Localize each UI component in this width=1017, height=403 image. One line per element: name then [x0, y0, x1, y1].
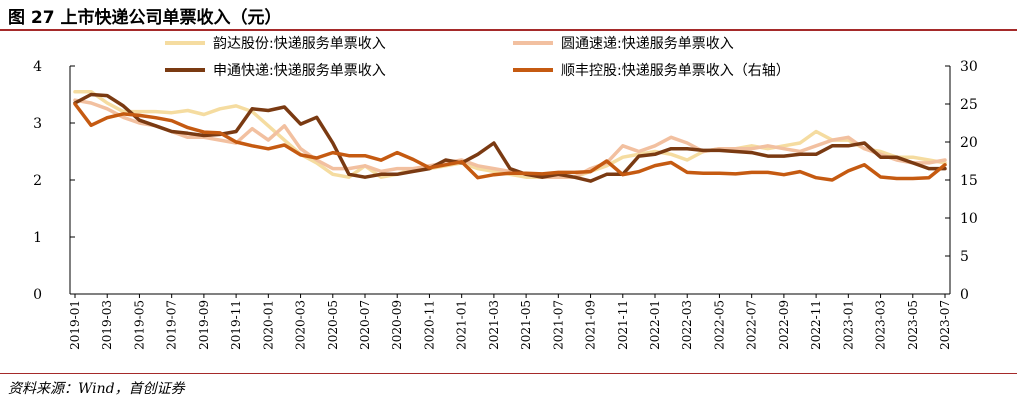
- series-line-1: [73, 98, 947, 179]
- x-tick-label: 2021-03: [487, 300, 501, 350]
- right-tick-label: 0: [960, 287, 969, 303]
- left-tick-label: 3: [33, 116, 42, 132]
- x-tick-label: 2021-07: [551, 300, 565, 350]
- x-tick-label: 2023-05: [906, 300, 920, 350]
- x-tick-label: 2019-11: [229, 300, 243, 350]
- title-rule: [0, 29, 1017, 31]
- right-tick-label: 15: [960, 173, 978, 189]
- x-tick-label: 2019-07: [165, 300, 179, 350]
- left-tick-label: 0: [33, 287, 42, 303]
- x-tick-label: 2019-05: [132, 300, 146, 350]
- x-axis-ticks: 2019-01 2019-03 2019-05 2019-07 2019-09 2019-…: [68, 294, 952, 350]
- x-tick-label: 2023-03: [874, 300, 888, 350]
- source-note: 资料来源：Wind，首创证券: [8, 381, 185, 397]
- x-tick-label: 2021-01: [455, 300, 469, 350]
- right-tick-label: 30: [960, 59, 978, 75]
- x-tick-label: 2022-09: [777, 300, 791, 350]
- legend-label-2: 申通快递:快递服务单票收入: [213, 63, 386, 79]
- left-tick-label: 2: [33, 173, 42, 189]
- x-tick-label: 2021-05: [519, 300, 533, 350]
- x-tick-label: 2022-03: [680, 300, 694, 350]
- figure-title: 图 27 上市快递公司单票收入（元）: [8, 8, 282, 28]
- x-tick-label: 2022-01: [648, 300, 662, 350]
- series-lines: [73, 89, 947, 183]
- axes: [69, 66, 951, 295]
- bottom-rule: [0, 373, 1017, 374]
- x-tick-label: 2019-01: [68, 300, 82, 350]
- x-tick-label: 2020-07: [358, 300, 372, 350]
- x-tick-label: 2021-09: [584, 300, 598, 350]
- x-tick-label: 2021-11: [616, 300, 630, 350]
- line-chart: 0 1 2 3 4 0 5 10 15 20 25 30 2019-01 2019-03 2019-05…: [33, 36, 978, 350]
- x-tick-label: 2020-09: [390, 300, 404, 350]
- right-tick-label: 5: [960, 249, 969, 265]
- x-tick-label: 2023-07: [938, 300, 952, 350]
- left-tick-label: 4: [33, 59, 42, 75]
- right-tick-label: 25: [960, 97, 978, 113]
- x-tick-label: 2020-11: [422, 300, 436, 350]
- x-tick-label: 2023-01: [841, 300, 855, 350]
- x-tick-label: 2020-05: [326, 300, 340, 350]
- legend-label-0: 韵达股份:快递服务单票收入: [213, 36, 386, 52]
- x-tick-label: 2022-11: [809, 300, 823, 350]
- x-tick-label: 2020-01: [261, 300, 275, 350]
- legend-label-1: 圆通速递:快递服务单票收入: [561, 36, 734, 52]
- left-axis-ticks: 0 1 2 3 4: [33, 59, 75, 303]
- x-tick-label: 2022-07: [745, 300, 759, 350]
- right-axis-ticks: 0 5 10 15 20 25 30: [945, 59, 978, 303]
- right-tick-label: 10: [960, 211, 978, 227]
- right-tick-label: 20: [960, 135, 978, 151]
- x-tick-label: 2019-09: [197, 300, 211, 350]
- legend-label-3: 顺丰控股:快递服务单票收入（右轴）: [561, 63, 790, 79]
- x-tick-label: 2020-03: [294, 300, 308, 350]
- series-line-3: [73, 102, 947, 182]
- left-tick-label: 1: [33, 230, 42, 246]
- x-tick-label: 2019-03: [100, 300, 114, 350]
- x-tick-label: 2022-05: [712, 300, 726, 350]
